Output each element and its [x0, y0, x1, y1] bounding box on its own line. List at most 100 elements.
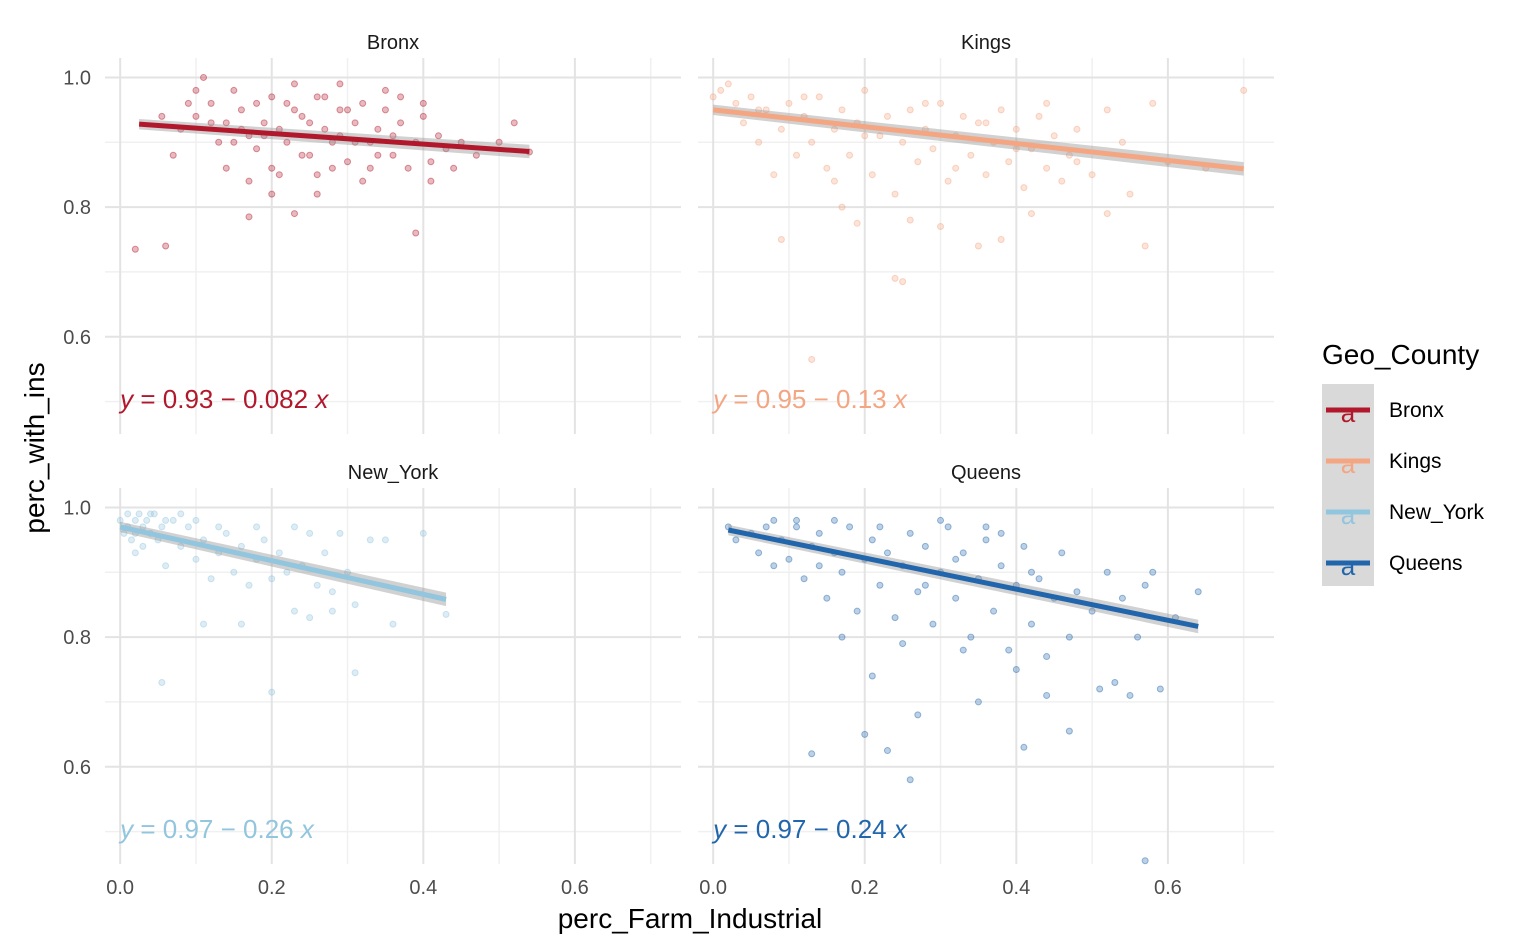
data-point [861, 132, 869, 140]
equation-var: x [892, 814, 908, 844]
data-point [1027, 568, 1035, 576]
data-point [442, 610, 450, 618]
data-point [237, 542, 245, 550]
y-tick-label: 0.8 [63, 197, 91, 219]
data-point [404, 164, 412, 172]
data-point [222, 164, 230, 172]
data-point [495, 138, 503, 146]
data-point [169, 151, 177, 159]
data-point [815, 529, 823, 537]
facet-strip-label: Bronx [367, 32, 419, 54]
data-point [846, 523, 854, 531]
facet-strip-label: New_York [348, 462, 439, 484]
equation-var: x [892, 384, 908, 414]
data-point [952, 555, 960, 563]
data-point [268, 93, 276, 101]
data-point [1141, 857, 1149, 865]
data-point [770, 562, 778, 570]
data-point [997, 562, 1005, 570]
data-point [1118, 594, 1126, 602]
data-point [253, 145, 261, 153]
data-point [184, 523, 192, 531]
data-point [290, 80, 298, 88]
y-tick-label: 1.0 [63, 67, 91, 89]
data-point [838, 203, 846, 211]
data-point [921, 542, 929, 550]
data-point [351, 601, 359, 609]
data-point [762, 523, 770, 531]
data-point [381, 106, 389, 114]
data-point [374, 151, 382, 159]
data-point [853, 219, 861, 227]
data-point [838, 106, 846, 114]
legend-key-glyph: a [1341, 551, 1356, 581]
legend-label: Kings [1389, 450, 1442, 473]
data-point [313, 190, 321, 198]
panels-layer: Bronx 0.6 0.8 1.0 y = 0.93 − 0.082 x Kings y =… [63, 32, 1274, 899]
data-point [846, 151, 854, 159]
data-point [237, 620, 245, 628]
data-point [808, 138, 816, 146]
data-point [313, 171, 321, 179]
data-point [1073, 588, 1081, 596]
data-point [755, 549, 763, 557]
data-point [944, 523, 952, 531]
data-point [200, 536, 208, 544]
data-point [1103, 210, 1111, 218]
data-point [800, 575, 808, 583]
data-point [143, 516, 151, 524]
data-point [321, 93, 329, 101]
data-point [1058, 177, 1066, 185]
data-point [158, 112, 166, 120]
data-point [974, 119, 982, 127]
data-point [192, 555, 200, 563]
data-point [321, 125, 329, 133]
data-point [275, 549, 283, 557]
data-point [1103, 568, 1111, 576]
data-point [990, 607, 998, 615]
data-point [351, 119, 359, 127]
data-point [192, 86, 200, 94]
data-point [1156, 685, 1164, 693]
data-point [952, 594, 960, 602]
data-point [967, 633, 975, 641]
y-tick-label: 0.8 [63, 627, 91, 649]
data-point [237, 106, 245, 114]
data-point [1058, 549, 1066, 557]
data-point [389, 151, 397, 159]
data-point [982, 536, 990, 544]
data-point [868, 672, 876, 680]
data-point [747, 93, 755, 101]
data-point [1065, 727, 1073, 735]
equation-body: = 0.95 − 0.13 [726, 384, 894, 414]
data-point [207, 119, 215, 127]
data-point [131, 245, 139, 253]
data-point [253, 99, 261, 107]
data-point [275, 171, 283, 179]
data-point [184, 99, 192, 107]
y-tick-label: 0.6 [63, 757, 91, 779]
data-point [906, 529, 914, 537]
data-point [1043, 691, 1051, 699]
data-point [1043, 164, 1051, 172]
data-point [777, 236, 785, 244]
data-point [1141, 581, 1149, 589]
data-point [785, 99, 793, 107]
panel-bronx: Bronx 0.6 0.8 1.0 y = 0.93 − 0.082 x [63, 32, 681, 434]
data-point [830, 177, 838, 185]
data-point [434, 132, 442, 140]
legend-label: Bronx [1389, 399, 1444, 422]
data-point [215, 138, 223, 146]
data-point [158, 523, 166, 531]
data-point [830, 125, 838, 133]
data-point [1149, 99, 1157, 107]
x-tick-label: 0.4 [409, 877, 437, 899]
data-point [967, 151, 975, 159]
data-point [944, 177, 952, 185]
legend-label: Queens [1389, 552, 1463, 575]
data-point [230, 138, 238, 146]
x-tick-label: 0.6 [1154, 877, 1182, 899]
data-point [1073, 158, 1081, 166]
data-point [1126, 691, 1134, 699]
